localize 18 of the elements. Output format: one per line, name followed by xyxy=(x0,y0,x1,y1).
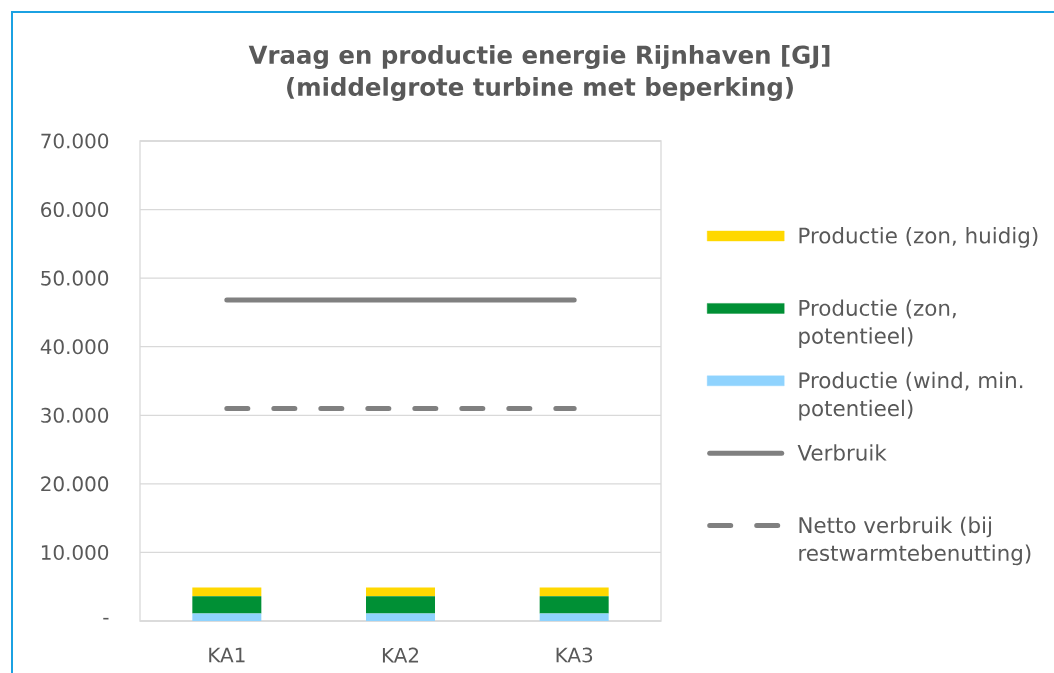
legend-label: Productie (zon, potentieel) xyxy=(799,299,956,349)
chart-subtitle: (middelgrote turbine met beperking) xyxy=(287,77,793,101)
y-tick-label: 10.000 xyxy=(41,544,109,560)
y-tick-label: - xyxy=(103,617,109,620)
chart-title: Vraag en productie energie Rijnhaven [GJ] xyxy=(248,45,830,69)
x-tick-label: KA1 xyxy=(209,647,245,663)
y-tick-label: 30.000 xyxy=(41,407,109,423)
x-tick-label: KA2 xyxy=(382,647,419,663)
legend-label: Netto verbruik (bij restwarmtebenutting) xyxy=(799,516,1031,566)
legend-label: Productie (wind, min. potentieel) xyxy=(799,371,1023,421)
y-tick-label: 20.000 xyxy=(41,476,109,492)
legend-label: Productie (zon, huidig) xyxy=(799,227,1038,248)
x-tick-label: KA3 xyxy=(556,647,593,663)
y-tick-label: 60.000 xyxy=(41,202,109,218)
y-tick-label: 50.000 xyxy=(41,270,109,286)
legend-label: Verbruik xyxy=(797,444,887,461)
y-tick-label: 40.000 xyxy=(40,339,109,355)
y-tick-label: 70.000 xyxy=(41,133,109,149)
